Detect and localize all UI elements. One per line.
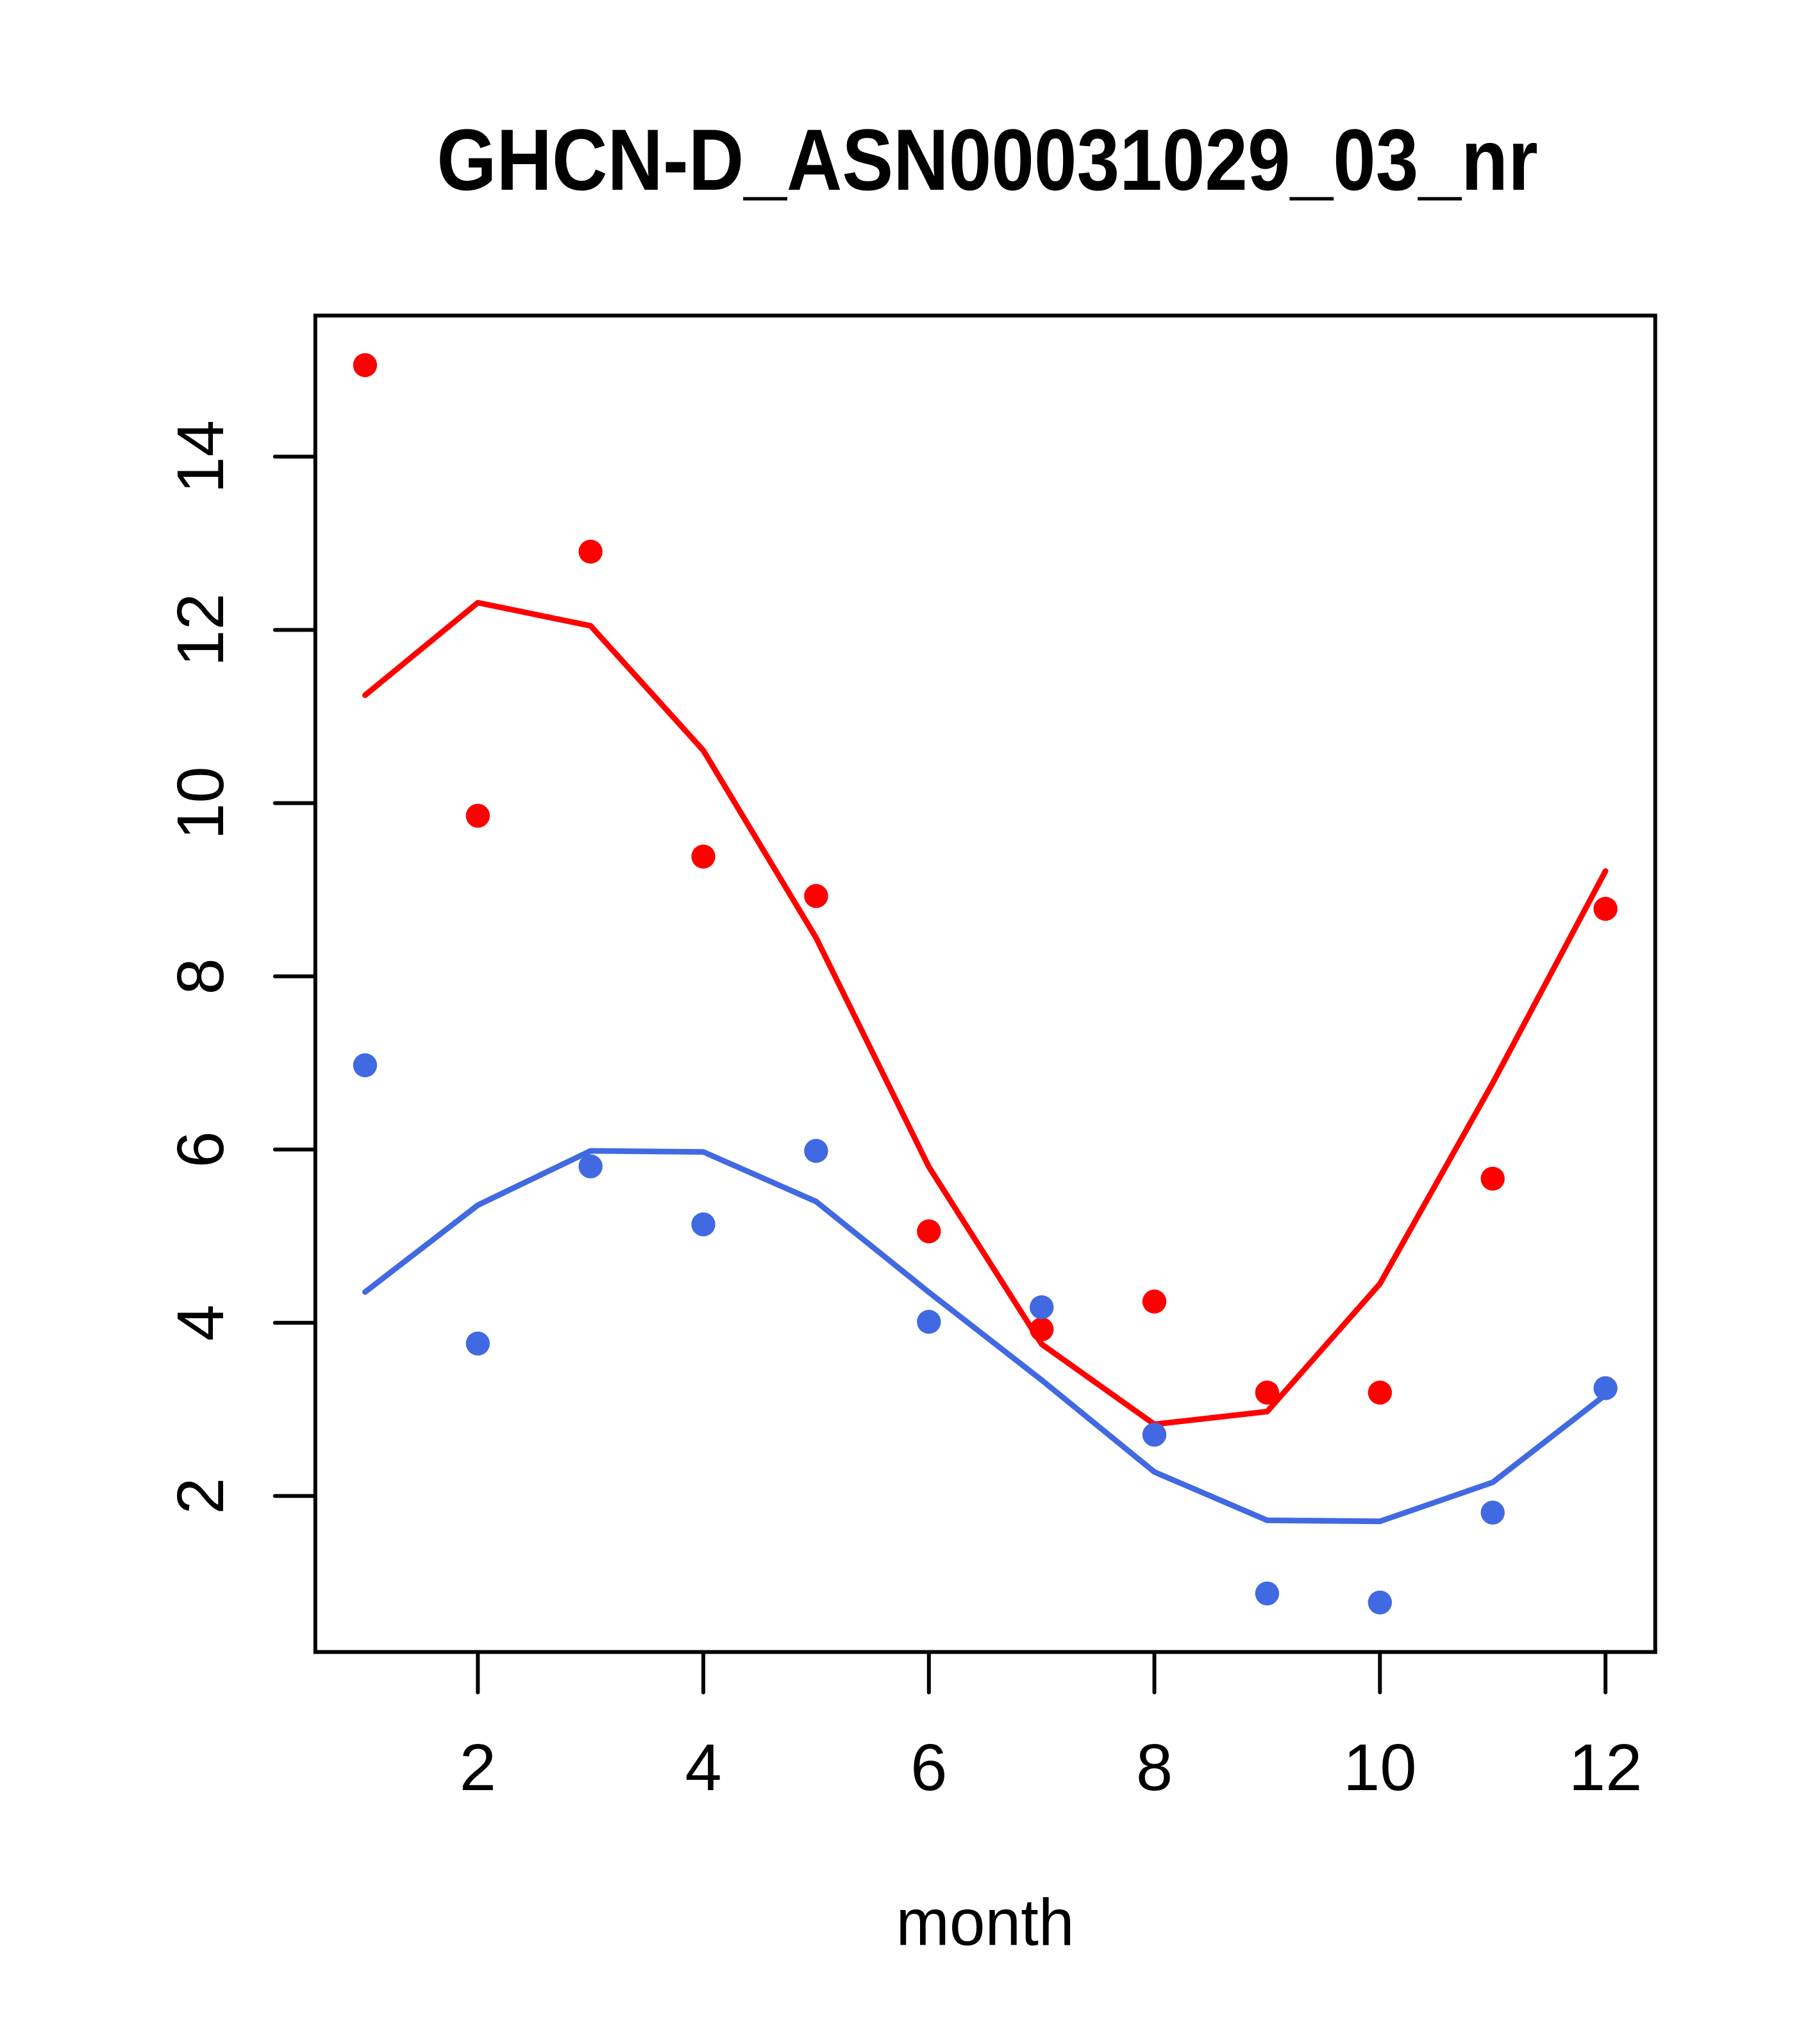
svg-text:GHCN-D_ASN00031029_03_nr: GHCN-D_ASN00031029_03_nr xyxy=(437,111,1537,208)
svg-text:4: 4 xyxy=(163,1304,237,1341)
svg-text:12: 12 xyxy=(163,593,237,667)
svg-text:2: 2 xyxy=(460,1730,496,1804)
svg-text:10: 10 xyxy=(1343,1730,1417,1804)
svg-text:2: 2 xyxy=(163,1478,237,1514)
svg-text:12: 12 xyxy=(1569,1730,1643,1804)
svg-text:6: 6 xyxy=(163,1131,237,1168)
svg-text:8: 8 xyxy=(163,958,237,994)
svg-text:6: 6 xyxy=(910,1730,947,1804)
svg-text:4: 4 xyxy=(685,1730,721,1804)
svg-text:8: 8 xyxy=(1136,1730,1173,1804)
svg-text:14: 14 xyxy=(163,420,237,494)
svg-text:10: 10 xyxy=(163,766,237,840)
svg-text:month: month xyxy=(896,1886,1075,1959)
